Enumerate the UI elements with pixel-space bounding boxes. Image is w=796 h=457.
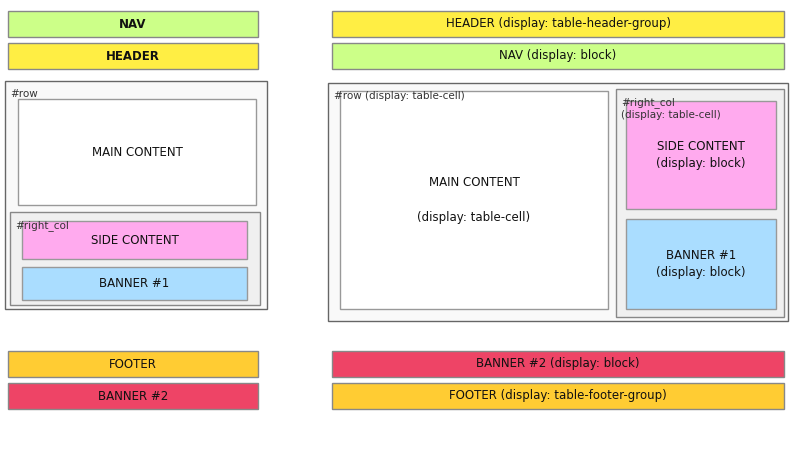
Bar: [8, 11, 258, 37]
Bar: [8, 383, 258, 409]
Bar: [18, 99, 256, 205]
Text: NAV (display: block): NAV (display: block): [499, 49, 617, 63]
Text: BANNER #2 (display: block): BANNER #2 (display: block): [476, 357, 640, 371]
Text: FOOTER (display: table-footer-group): FOOTER (display: table-footer-group): [449, 389, 667, 403]
Text: FOOTER: FOOTER: [109, 357, 157, 371]
Bar: [8, 43, 258, 69]
Bar: [332, 383, 784, 409]
Bar: [332, 11, 784, 37]
Bar: [616, 89, 784, 317]
Bar: [626, 101, 776, 209]
Text: MAIN CONTENT: MAIN CONTENT: [92, 145, 182, 159]
Bar: [626, 219, 776, 309]
Text: #right_col
(display: table-cell): #right_col (display: table-cell): [621, 97, 720, 120]
Text: SIDE CONTENT: SIDE CONTENT: [91, 234, 178, 246]
Text: #row (display: table-cell): #row (display: table-cell): [334, 91, 465, 101]
Bar: [10, 212, 260, 305]
Text: SIDE CONTENT
(display: block): SIDE CONTENT (display: block): [656, 140, 746, 170]
Text: NAV: NAV: [119, 17, 146, 31]
Text: BANNER #1
(display: block): BANNER #1 (display: block): [656, 249, 746, 279]
Bar: [22, 267, 247, 300]
Text: BANNER #1: BANNER #1: [100, 277, 170, 290]
Bar: [332, 43, 784, 69]
Text: HEADER: HEADER: [106, 49, 160, 63]
Bar: [328, 83, 788, 321]
Bar: [5, 81, 267, 309]
Text: #row: #row: [10, 89, 37, 99]
Text: BANNER #2: BANNER #2: [98, 389, 168, 403]
Bar: [22, 221, 247, 259]
Text: #right_col: #right_col: [15, 220, 69, 231]
Text: MAIN CONTENT

(display: table-cell): MAIN CONTENT (display: table-cell): [417, 176, 531, 223]
Text: HEADER (display: table-header-group): HEADER (display: table-header-group): [446, 17, 670, 31]
Bar: [340, 91, 608, 309]
Bar: [8, 351, 258, 377]
Bar: [332, 351, 784, 377]
